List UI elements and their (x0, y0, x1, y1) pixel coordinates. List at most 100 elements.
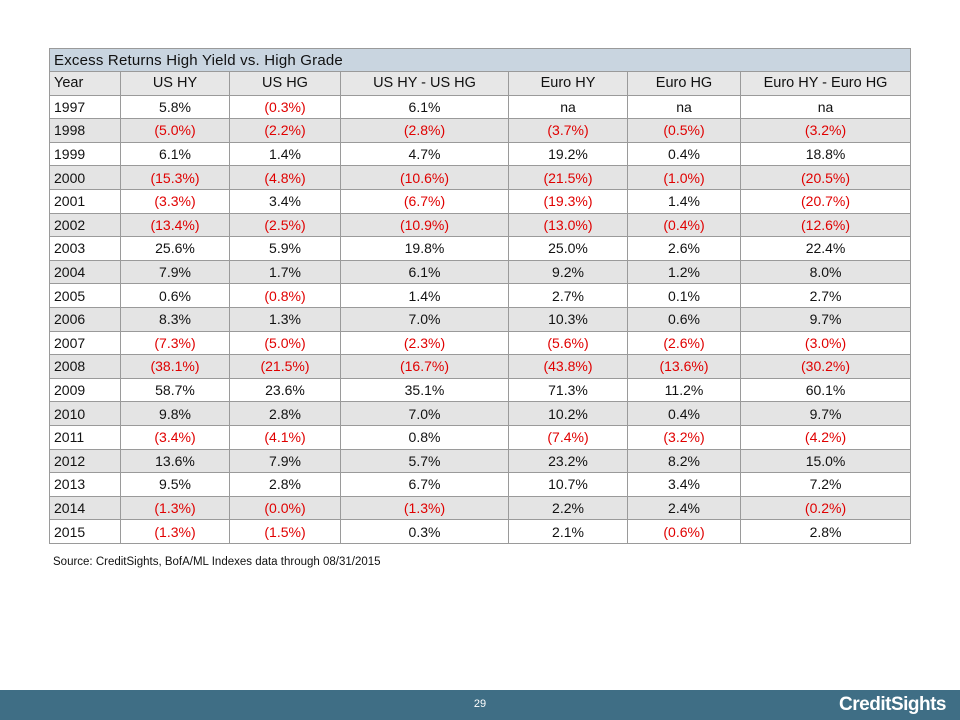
value-cell: 18.8% (739, 141, 912, 167)
value-cell: 9.7% (739, 306, 912, 332)
value-cell: (10.9%) (340, 212, 509, 238)
year-cell: 2011 (49, 424, 121, 450)
table-row: 2015 (1.3%) (1.5%) 0.3% 2.1% (0.6%) 2.8% (49, 519, 912, 544)
year-cell: 2004 (49, 259, 121, 285)
value-cell: (43.8%) (508, 354, 628, 379)
excess-returns-table: Excess Returns High Yield vs. High Grade… (48, 48, 912, 544)
value-cell: 5.8% (120, 94, 230, 120)
excess-returns-table-container: Excess Returns High Yield vs. High Grade… (48, 48, 912, 544)
value-cell: 8.0% (739, 259, 912, 285)
value-cell: 23.2% (508, 448, 628, 474)
value-cell: 8.2% (627, 448, 741, 474)
year-cell: 1997 (49, 94, 121, 120)
value-cell: 1.2% (627, 259, 741, 285)
table-row: 2012 13.6% 7.9% 5.7% 23.2% 8.2% 15.0% (49, 448, 912, 474)
value-cell: (21.5%) (508, 165, 628, 190)
value-cell: 60.1% (739, 377, 912, 403)
value-cell: 23.6% (229, 377, 341, 403)
value-cell: 15.0% (739, 448, 912, 474)
table-row: 2001 (3.3%) 3.4% (6.7%) (19.3%) 1.4% (20.7%) (49, 188, 912, 214)
value-cell: (1.3%) (120, 519, 230, 544)
value-cell: (13.6%) (627, 354, 741, 379)
value-cell: (13.4%) (120, 212, 230, 238)
value-cell: 6.1% (340, 94, 509, 120)
value-cell: 10.3% (508, 306, 628, 332)
year-cell: 1998 (49, 118, 121, 143)
value-cell: 6.1% (120, 141, 230, 167)
value-cell: 2.8% (739, 519, 912, 544)
source-note: Source: CreditSights, BofA/ML Indexes da… (53, 556, 381, 568)
value-cell: na (508, 94, 628, 120)
value-cell: 3.4% (229, 188, 341, 214)
value-cell: (0.8%) (229, 283, 341, 308)
value-cell: 2.6% (627, 236, 741, 261)
value-cell: 1.7% (229, 259, 341, 285)
value-cell: na (627, 94, 741, 120)
table-row: 2000 (15.3%) (4.8%) (10.6%) (21.5%) (1.0%) (20… (49, 165, 912, 190)
value-cell: (3.2%) (739, 118, 912, 143)
column-header: Euro HG (627, 71, 741, 96)
value-cell: 13.6% (120, 448, 230, 474)
value-cell: (38.1%) (120, 354, 230, 379)
table-row: 2002 (13.4%) (2.5%) (10.9%) (13.0%) (0.4%) (12… (49, 212, 912, 238)
column-header: US HY (120, 71, 230, 96)
year-cell: 2000 (49, 165, 121, 190)
value-cell: (0.0%) (229, 495, 341, 521)
value-cell: 25.0% (508, 236, 628, 261)
value-cell: 2.7% (508, 283, 628, 308)
table-title: Excess Returns High Yield vs. High Grade (48, 48, 912, 72)
value-cell: 10.2% (508, 401, 628, 426)
table-row: 1998 (5.0%) (2.2%) (2.8%) (3.7%) (0.5%) (3.2%) (49, 118, 912, 143)
value-cell: 9.5% (120, 472, 230, 497)
column-header: Year (49, 71, 121, 96)
value-cell: 5.9% (229, 236, 341, 261)
value-cell: (0.4%) (627, 212, 741, 238)
value-cell: 9.8% (120, 401, 230, 426)
value-cell: 19.2% (508, 141, 628, 167)
table-row: 2014 (1.3%) (0.0%) (1.3%) 2.2% 2.4% (0.2%) (49, 495, 912, 521)
value-cell: (2.5%) (229, 212, 341, 238)
year-cell: 2014 (49, 495, 121, 521)
value-cell: 2.1% (508, 519, 628, 544)
value-cell: 11.2% (627, 377, 741, 403)
column-header: Euro HY - Euro HG (739, 71, 912, 96)
year-cell: 2015 (49, 519, 121, 544)
value-cell: 58.7% (120, 377, 230, 403)
value-cell: (20.7%) (739, 188, 912, 214)
value-cell: (3.0%) (739, 330, 912, 356)
year-cell: 2008 (49, 354, 121, 379)
year-cell: 2001 (49, 188, 121, 214)
value-cell: (2.3%) (340, 330, 509, 356)
value-cell: (13.0%) (508, 212, 628, 238)
value-cell: 2.4% (627, 495, 741, 521)
table-row: 2011 (3.4%) (4.1%) 0.8% (7.4%) (3.2%) (4.2%) (49, 424, 912, 450)
value-cell: 9.7% (739, 401, 912, 426)
value-cell: 0.4% (627, 141, 741, 167)
value-cell: (4.1%) (229, 424, 341, 450)
value-cell: 7.9% (120, 259, 230, 285)
value-cell: 22.4% (739, 236, 912, 261)
value-cell: (12.6%) (739, 212, 912, 238)
table-row: 2008 (38.1%) (21.5%) (16.7%) (43.8%) (13.6%)(… (49, 354, 912, 379)
value-cell: 1.4% (229, 141, 341, 167)
value-cell: 7.9% (229, 448, 341, 474)
column-header: Euro HY (508, 71, 628, 96)
value-cell: (0.2%) (739, 495, 912, 521)
value-cell: (7.3%) (120, 330, 230, 356)
value-cell: 5.7% (340, 448, 509, 474)
value-cell: na (739, 94, 912, 120)
year-cell: 2005 (49, 283, 121, 308)
value-cell: (7.4%) (508, 424, 628, 450)
table-title-row: Excess Returns High Yield vs. High Grade (48, 48, 912, 72)
value-cell: (6.7%) (340, 188, 509, 214)
year-cell: 2012 (49, 448, 121, 474)
page-number: 29 (473, 698, 487, 710)
value-cell: (5.6%) (508, 330, 628, 356)
value-cell: (1.3%) (120, 495, 230, 521)
value-cell: 2.2% (508, 495, 628, 521)
table-body: 1997 5.8% (0.3%) 6.1% na na na 1998 (5.0%) (2.2%)… (49, 94, 912, 544)
year-cell: 2003 (49, 236, 121, 261)
value-cell: (19.3%) (508, 188, 628, 214)
creditsights-logo: CreditSights (839, 694, 946, 715)
year-cell: 2013 (49, 472, 121, 497)
